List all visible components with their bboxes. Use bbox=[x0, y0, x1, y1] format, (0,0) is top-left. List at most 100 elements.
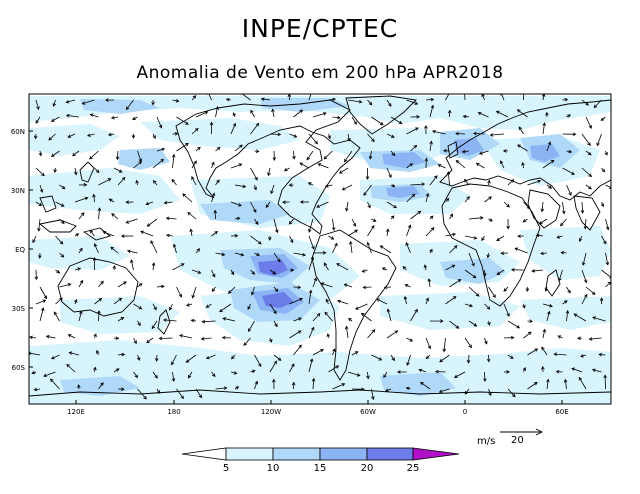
lat-label-30s: 30S bbox=[12, 305, 26, 313]
wind-vector-head bbox=[72, 152, 76, 157]
wind-vector-head bbox=[347, 137, 351, 142]
wind-vector-shaft bbox=[156, 285, 164, 288]
wind-vector-head bbox=[323, 262, 328, 267]
wind-vector-head bbox=[121, 176, 126, 181]
wind-vector-head bbox=[253, 186, 257, 191]
wind-vector-shaft bbox=[113, 297, 122, 305]
wind-vector-head bbox=[579, 238, 583, 242]
wind-vector-head bbox=[466, 196, 470, 200]
wind-vector-head bbox=[578, 376, 583, 381]
wind-vector-head bbox=[449, 88, 452, 91]
wind-vector-head bbox=[481, 94, 485, 98]
wind-vector-head bbox=[165, 216, 170, 221]
wind-vector-head bbox=[265, 204, 270, 208]
wind-vector-head bbox=[599, 297, 604, 301]
wind-vector-shaft bbox=[188, 371, 193, 379]
wind-vector-shaft bbox=[43, 371, 56, 377]
wind-vector-shaft bbox=[473, 133, 485, 135]
wind-vector-shaft bbox=[601, 235, 607, 244]
wind-vector-shaft bbox=[605, 252, 609, 265]
wind-vector-head bbox=[409, 338, 414, 342]
wind-vector-shaft bbox=[546, 379, 549, 390]
wind-vector-shaft bbox=[425, 298, 429, 305]
wind-vector-head bbox=[418, 368, 423, 373]
wind-vector-head bbox=[358, 99, 363, 104]
wind-vector-head bbox=[86, 133, 91, 137]
wind-vector-head bbox=[163, 200, 168, 205]
wind-vector-head bbox=[307, 182, 312, 186]
wind-vector-shaft bbox=[406, 99, 418, 105]
wind-vector-head bbox=[256, 252, 260, 256]
wind-vector-shaft bbox=[250, 167, 258, 181]
wind-vector-shaft bbox=[250, 201, 257, 213]
wind-vector-shaft bbox=[273, 286, 279, 292]
wind-vector-shaft bbox=[518, 126, 524, 135]
wind-vector-shaft bbox=[133, 371, 138, 378]
wind-vector-head bbox=[462, 114, 467, 119]
wind-vector-head bbox=[548, 185, 553, 189]
wind-vector-head bbox=[417, 210, 422, 215]
wind-vector-head bbox=[393, 204, 398, 209]
wind-vector-head bbox=[120, 234, 125, 238]
wind-vector-head bbox=[588, 125, 592, 129]
wind-vector-head bbox=[275, 229, 279, 234]
wind-vector-shaft bbox=[171, 354, 177, 365]
wind-vector-shaft bbox=[507, 179, 514, 186]
wind-vector-head bbox=[39, 189, 44, 193]
wind-vector-head bbox=[250, 291, 255, 296]
wind-vector-head bbox=[391, 183, 396, 188]
wind-vector-head bbox=[486, 254, 490, 259]
wind-vector-head bbox=[79, 310, 83, 315]
wind-vector-shaft bbox=[581, 167, 592, 177]
wind-vector-head bbox=[585, 102, 589, 106]
wind-vector-head bbox=[352, 223, 357, 227]
wind-vector-head bbox=[479, 151, 483, 155]
wind-vector-head bbox=[429, 248, 433, 253]
wind-vector-head bbox=[105, 98, 109, 102]
wind-vector-shaft bbox=[383, 371, 388, 378]
wind-vector-head bbox=[230, 271, 235, 276]
wind-vector-head bbox=[511, 268, 515, 272]
wind-vector-head bbox=[299, 200, 304, 204]
wind-vector-head bbox=[600, 117, 605, 121]
wind-vector-shaft bbox=[293, 317, 302, 322]
wind-vector-head bbox=[267, 172, 271, 177]
wind-vector-shaft bbox=[166, 217, 177, 220]
wind-vector-head bbox=[592, 316, 596, 320]
colorbar-segment-10-15 bbox=[272, 447, 321, 461]
wind-vector-shaft bbox=[527, 348, 538, 356]
wind-vector-shaft bbox=[176, 286, 182, 298]
wind-vector-shaft bbox=[299, 162, 310, 169]
wind-vector-head bbox=[320, 349, 324, 353]
wind-vector-shaft bbox=[308, 133, 318, 144]
wind-vector-head bbox=[36, 106, 40, 110]
wind-vector-head bbox=[102, 231, 107, 235]
wind-vector-shaft bbox=[488, 286, 496, 298]
wind-vector-head bbox=[596, 142, 600, 147]
wind-vector-head bbox=[415, 127, 419, 131]
wind-vector-head bbox=[371, 396, 375, 401]
wind-vector-head bbox=[219, 308, 223, 313]
wind-vector-head bbox=[79, 279, 84, 284]
wind-vector-shaft bbox=[98, 281, 104, 288]
wind-vector-head bbox=[510, 179, 515, 183]
wind-vector-shaft bbox=[269, 269, 276, 275]
wind-vector-head bbox=[361, 269, 366, 273]
wind-vector-shaft bbox=[265, 201, 271, 208]
wind-vector-head bbox=[522, 367, 526, 371]
wind-vector-head bbox=[455, 131, 459, 136]
wind-vector-head bbox=[567, 289, 571, 294]
wind-vector-shaft bbox=[566, 286, 571, 294]
wind-vector-shaft bbox=[445, 264, 455, 271]
wind-vector-head bbox=[143, 395, 147, 400]
wind-vector-shaft bbox=[363, 286, 372, 288]
wind-vector-shaft bbox=[211, 193, 215, 203]
wind-vector-head bbox=[492, 294, 496, 298]
wind-vector-head bbox=[204, 111, 209, 115]
wind-vector-head bbox=[152, 180, 157, 184]
wind-vector-head bbox=[581, 262, 586, 266]
wind-vector-head bbox=[306, 156, 310, 161]
wind-vector-shaft bbox=[53, 311, 60, 322]
wind-vector-head bbox=[151, 101, 155, 106]
wind-vector-head bbox=[414, 101, 419, 105]
